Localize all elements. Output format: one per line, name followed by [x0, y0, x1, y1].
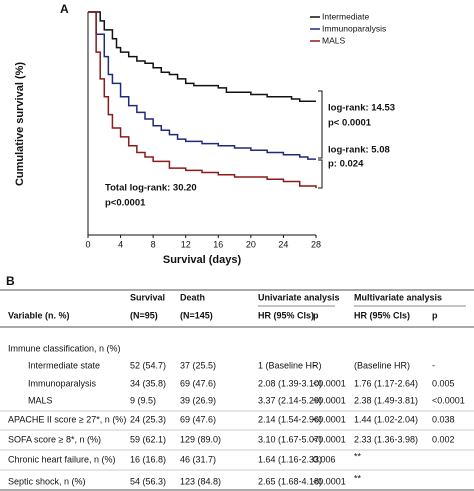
table-cell: <0.0001 — [313, 395, 346, 405]
column-group: Survival — [130, 292, 165, 302]
legend-label: Immunoparalysis — [322, 23, 386, 33]
table-cell: 9 (9.5) — [130, 395, 156, 405]
table-cell: 1.64 (1.16-2.33) — [258, 454, 322, 464]
row-label: APACHE II score ≥ 27*, n (%) — [8, 414, 126, 424]
table-cell: - — [432, 360, 435, 370]
x-axis-label: Survival (days) — [163, 254, 242, 266]
column-header: p — [313, 310, 319, 320]
table-cell: <0.0001 — [313, 476, 346, 486]
table-cell: (Baseline HR) — [354, 360, 410, 370]
x-tick-label: 28 — [311, 239, 321, 249]
x-tick-label: 0 — [85, 239, 90, 249]
row-label: MALS — [28, 395, 53, 405]
column-header: Variable (n. %) — [8, 310, 70, 320]
x-tick-label: 24 — [278, 239, 288, 249]
bracket — [318, 90, 323, 189]
survival-curve — [88, 11, 316, 160]
legend-label: MALS — [322, 35, 345, 45]
table-cell: <0.0001 — [313, 434, 346, 444]
table-cell: - — [313, 360, 316, 370]
annotation: p<0.0001 — [105, 198, 146, 209]
table-cell: 1.76 (1.17-2.64) — [354, 378, 418, 388]
table-cell: 0.005 — [432, 378, 455, 388]
table-cell: 123 (84.8) — [180, 476, 221, 486]
table-cell: 129 (89.0) — [180, 434, 221, 444]
row-label: Immune classification, n (%) — [8, 343, 121, 353]
x-tick-label: 12 — [181, 239, 191, 249]
table-cell: <0.0001 — [432, 395, 465, 405]
column-group: Univariate analysis — [258, 292, 340, 302]
row-label: Immunoparalysis — [28, 378, 97, 388]
survival-curve — [88, 11, 316, 102]
row-label: SOFA score ≥ 8*, n (%) — [8, 434, 101, 444]
table-cell: 59 (62.1) — [130, 434, 166, 444]
panel-label: A — [60, 2, 69, 16]
annotation: p< 0.0001 — [328, 118, 372, 129]
table-cell: 69 (47.6) — [180, 378, 216, 388]
annotation: log-rank: 5.08 — [328, 145, 390, 156]
table-cell: 69 (47.6) — [180, 414, 216, 424]
column-header: HR (95% CIs) — [258, 310, 314, 320]
table-cell: 2.38 (1.49-3.81) — [354, 395, 418, 405]
annotation: p: 0.024 — [328, 159, 364, 170]
table-cell: 34 (35.8) — [130, 378, 166, 388]
table-cell: <0.0001 — [313, 378, 346, 388]
y-axis-label: Cumulative survival (%) — [14, 62, 26, 186]
column-group: Multivariate analysis — [354, 292, 442, 302]
column-group: Death — [180, 292, 205, 302]
x-tick-label: 4 — [118, 239, 123, 249]
table-cell: 16 (16.8) — [130, 454, 166, 464]
column-header: (N=145) — [180, 310, 213, 320]
table-cell: 39 (26.9) — [180, 395, 216, 405]
column-header: HR (95% CIs) — [354, 310, 410, 320]
x-tick-label: 8 — [151, 239, 156, 249]
row-label: Chronic heart failure, n (%) — [8, 454, 116, 464]
table-cell: 1.44 (1.02-2.04) — [354, 414, 418, 424]
table-cell: 0.038 — [432, 414, 455, 424]
table-cell: ** — [354, 451, 362, 461]
table-cell: 2.08 (1.39-3.10) — [258, 378, 322, 388]
table-cell: 2.33 (1.36-3.98) — [354, 434, 418, 444]
survival-curve — [88, 11, 317, 189]
panel-label: B — [6, 274, 15, 288]
row-label: Septic shock, n (%) — [8, 476, 86, 486]
table-cell: 2.14 (1.54-2.96) — [258, 414, 322, 424]
row-label: Intermediate state — [28, 360, 100, 370]
table-cell: 52 (54.7) — [130, 360, 166, 370]
table-cell: 3.10 (1.67-5.07) — [258, 434, 322, 444]
table-cell: 2.65 (1.68-4.18) — [258, 476, 322, 486]
column-header: (N=95) — [130, 310, 158, 320]
x-tick-label: 20 — [246, 239, 256, 249]
table-cell: 54 (56.3) — [130, 476, 166, 486]
table-cell: ** — [354, 473, 362, 483]
column-header: p — [432, 310, 438, 320]
table-cell: 1 (Baseline HR) — [258, 360, 322, 370]
table-cell: 24 (25.3) — [130, 414, 166, 424]
table-cell: 37 (25.5) — [180, 360, 216, 370]
table-cell: 0.006 — [313, 454, 336, 464]
table-cell: <0.0001 — [313, 414, 346, 424]
table-cell: 3.37 (2.14-5.29) — [258, 395, 322, 405]
x-tick-label: 16 — [213, 239, 223, 249]
table-cell: 46 (31.7) — [180, 454, 216, 464]
table-cell: 0.002 — [432, 434, 455, 444]
annotation: Total log-rank: 30.20 — [105, 183, 197, 194]
legend-label: Intermediate — [322, 11, 370, 21]
annotation: log-rank: 14.53 — [328, 103, 395, 114]
